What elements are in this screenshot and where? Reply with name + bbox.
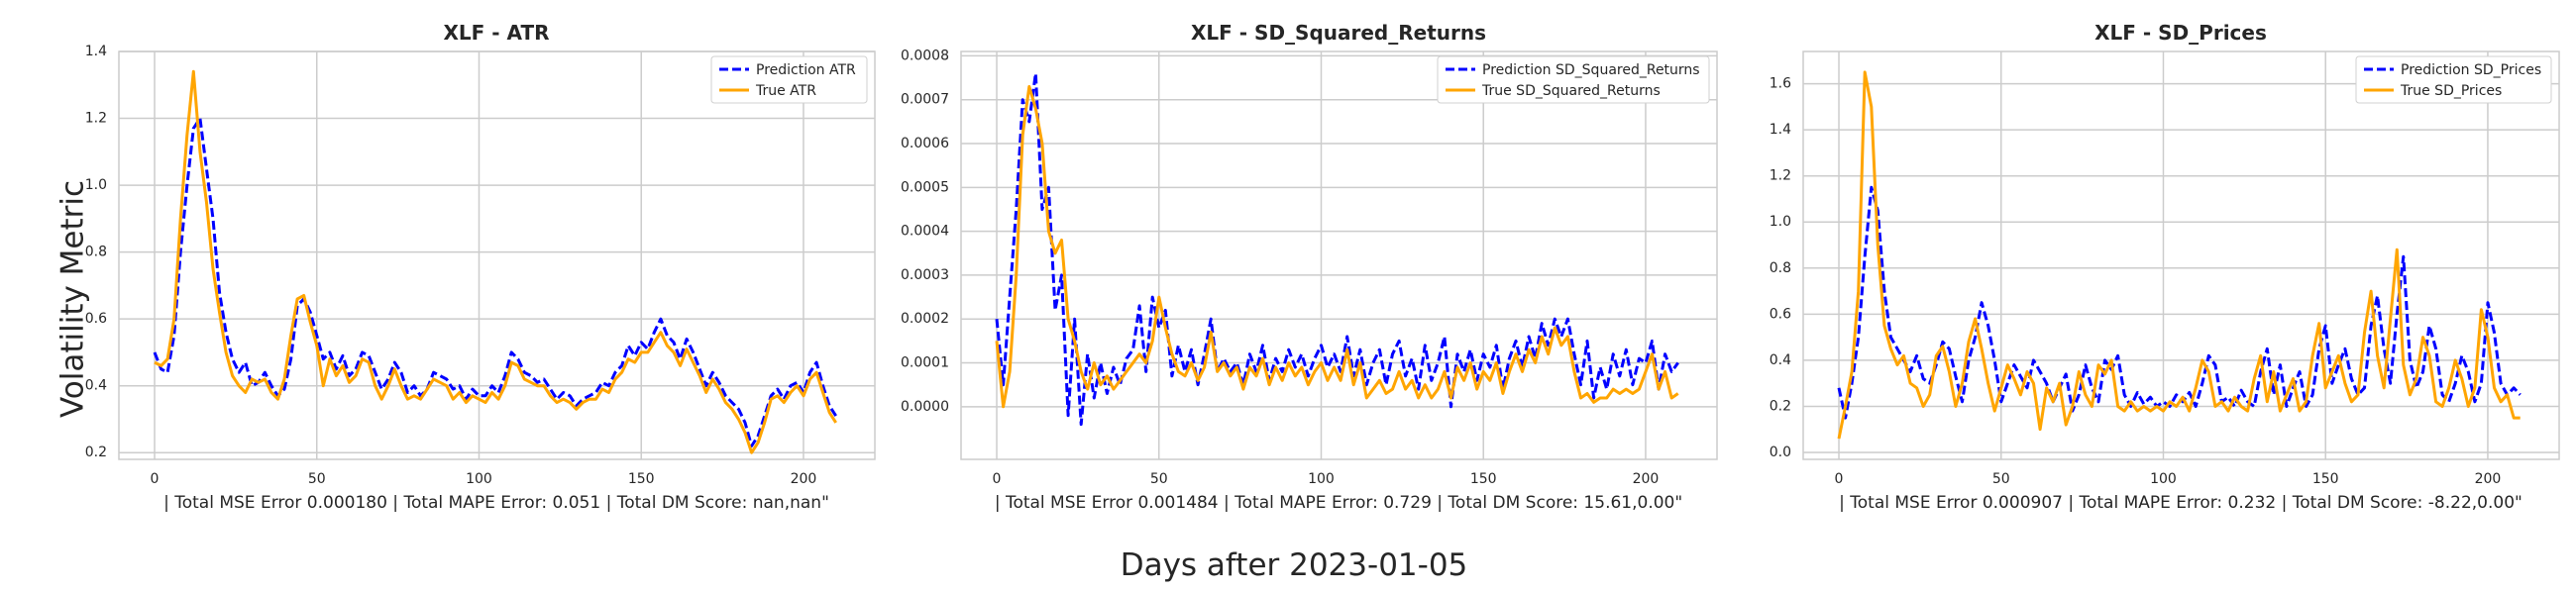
series-atr	[153, 69, 837, 454]
y-tick-label: 0.0001	[901, 355, 949, 371]
x-tick-label: 200	[1633, 471, 1660, 487]
y-tick-label: 0.6	[85, 311, 107, 327]
y-tick-label: 0.0008	[901, 48, 949, 63]
y-tick-label: 0.2	[85, 445, 107, 460]
plot-area-sd-squared-returns	[960, 50, 1718, 460]
y-tick-label: 0.6	[1770, 306, 1791, 322]
true-line-sd-squared-returns	[995, 84, 1679, 409]
panel-sd-prices: 0.0 0.2 0.4 0.6 0.8 1.0 1.2 1.4 1.6 0 50 100 150 200…	[1770, 21, 2560, 513]
y-tick-label: 0.0005	[901, 179, 949, 195]
y-tick-label: 1.4	[85, 44, 107, 59]
y-tick-label: 1.2	[1770, 168, 1791, 184]
true-line-atr	[154, 69, 837, 454]
legend-box-sd-squared-returns	[1437, 55, 1710, 104]
y-tick-label: 0.0007	[901, 92, 949, 108]
legend-sd-squared-returns: Prediction SD_Squared_Returns True SD_Sq…	[1437, 55, 1710, 104]
legend-atr: Prediction ATR True ATR	[710, 55, 868, 104]
figure-xlabel: Days after 2023-01-05	[1121, 547, 1468, 583]
panel-xlabel-atr: | Total MSE Error 0.000180 | Total MAPE …	[163, 493, 829, 513]
panel-title-sd-squared-returns: XLF - SD_Squared_Returns	[1191, 21, 1486, 45]
grid-atr	[119, 50, 875, 459]
x-tick-label: 50	[308, 471, 326, 487]
legend-label-true-atr: True ATR	[755, 83, 816, 99]
figure-ylabel: Volatility Metric	[55, 180, 91, 418]
y-tick-label: 0.0	[1770, 445, 1791, 460]
x-tick-label: 200	[791, 471, 817, 487]
panel-xlabel-sd-squared-returns: | Total MSE Error 0.001484 | Total MAPE …	[995, 493, 1682, 513]
x-tick-label: 50	[1992, 471, 2010, 487]
y-tick-label: 0.8	[85, 245, 107, 260]
yticks-atr: 0.2 0.4 0.6 0.8 1.0 1.2 1.4	[85, 44, 107, 460]
yticks-sd-squared-returns: 0.0000 0.0001 0.0002 0.0003 0.0004 0.0005 0.00…	[901, 48, 949, 414]
y-tick-label: 0.0006	[901, 136, 949, 151]
x-tick-label: 200	[2475, 471, 2502, 487]
x-tick-label: 150	[628, 471, 655, 487]
y-tick-label: 1.4	[1770, 122, 1791, 138]
x-tick-label: 150	[1470, 471, 1497, 487]
x-tick-label: 100	[1308, 471, 1335, 487]
y-tick-label: 0.4	[85, 378, 107, 394]
series-sd-prices	[1837, 70, 2522, 440]
prediction-line-atr	[153, 117, 837, 447]
y-tick-label: 0.2	[1770, 398, 1791, 414]
series-sd-squared-returns	[995, 71, 1679, 427]
y-tick-label: 1.0	[1770, 214, 1791, 230]
legend-label-prediction-sd-prices: Prediction SD_Prices	[2401, 62, 2541, 78]
legend-label-true-sd-squared-returns: True SD_Squared_Returns	[1481, 83, 1661, 99]
x-tick-label: 0	[151, 471, 160, 487]
legend-label-true-sd-prices: True SD_Prices	[2400, 83, 2502, 99]
y-tick-label: 0.0000	[901, 399, 949, 415]
legend-box-atr	[710, 55, 868, 104]
legend-label-prediction-sd-squared-returns: Prediction SD_Squared_Returns	[1482, 62, 1700, 78]
y-tick-label: 1.0	[85, 177, 107, 193]
y-tick-label: 0.0002	[901, 311, 949, 327]
legend-sd-prices: Prediction SD_Prices True SD_Prices	[2355, 55, 2552, 104]
yticks-sd-prices: 0.0 0.2 0.4 0.6 0.8 1.0 1.2 1.4 1.6	[1770, 76, 1791, 460]
y-tick-label: 0.0003	[901, 267, 949, 283]
y-tick-label: 1.2	[85, 111, 107, 127]
legend-box-sd-prices	[2355, 55, 2552, 104]
panel-sd-squared-returns: 0.0000 0.0001 0.0002 0.0003 0.0004 0.0005 0.00…	[901, 21, 1718, 513]
panel-xlabel-sd-prices: | Total MSE Error 0.000907 | Total MAPE …	[1839, 493, 2522, 513]
panel-atr: 0.2 0.4 0.6 0.8 1.0 1.2 1.4 0 50 100 150 200 XLF -…	[85, 21, 876, 513]
prediction-line-sd-prices	[1837, 185, 2522, 420]
xticks-sd-prices: 0 50 100 150 200	[1835, 471, 2502, 487]
panel-title-sd-prices: XLF - SD_Prices	[2094, 21, 2267, 45]
y-tick-label: 0.8	[1770, 260, 1791, 276]
xticks-atr: 0 50 100 150 200	[151, 471, 817, 487]
xticks-sd-squared-returns: 0 50 100 150 200	[993, 471, 1660, 487]
y-tick-label: 1.6	[1770, 76, 1791, 92]
x-tick-label: 150	[2312, 471, 2339, 487]
y-tick-label: 0.0004	[901, 224, 949, 240]
x-tick-label: 100	[2150, 471, 2177, 487]
x-tick-label: 50	[1150, 471, 1168, 487]
panel-title-atr: XLF - ATR	[443, 21, 549, 45]
x-tick-label: 0	[1835, 471, 1844, 487]
true-line-sd-prices	[1837, 70, 2521, 440]
x-tick-label: 0	[993, 471, 1002, 487]
legend-label-prediction-atr: Prediction ATR	[756, 62, 856, 78]
x-tick-label: 100	[466, 471, 492, 487]
y-tick-label: 0.4	[1770, 352, 1791, 368]
